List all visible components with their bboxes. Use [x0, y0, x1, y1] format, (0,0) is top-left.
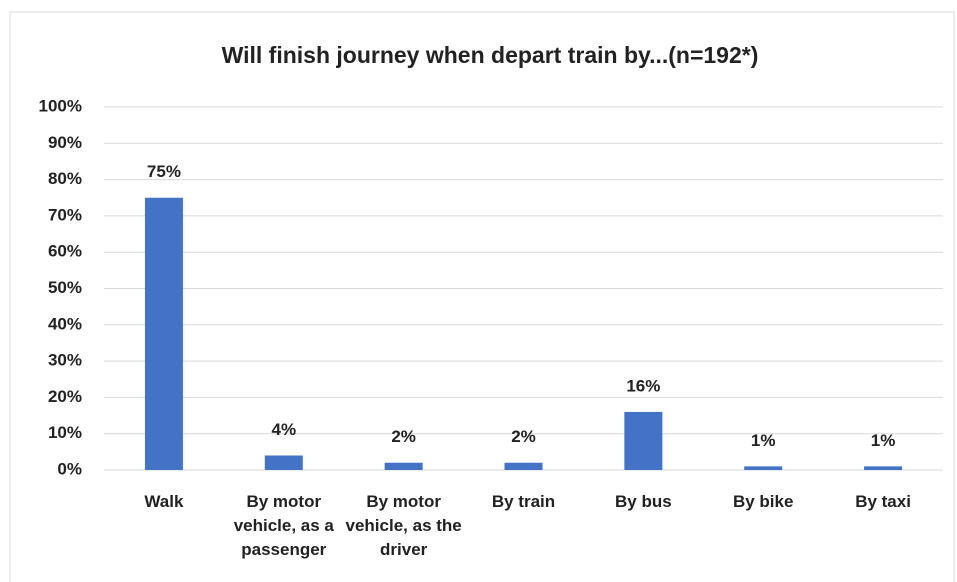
y-tick-label: 40%	[48, 314, 82, 333]
y-tick-label: 20%	[48, 387, 82, 406]
y-tick-label: 90%	[48, 133, 82, 152]
bar	[864, 466, 903, 470]
y-tick-label: 10%	[48, 423, 82, 442]
x-tick-label: By taxi	[855, 492, 911, 511]
y-tick-label: 100%	[39, 96, 82, 115]
bar	[744, 466, 783, 470]
chart-frame	[9, 11, 955, 582]
bar	[384, 462, 423, 470]
data-label: 4%	[271, 420, 296, 439]
y-tick-label: 80%	[48, 169, 82, 188]
x-tick-label: By bike	[732, 492, 794, 511]
data-label: 16%	[626, 376, 660, 395]
y-tick-label: 70%	[48, 205, 82, 224]
bar	[144, 197, 183, 470]
data-label: 1%	[751, 431, 776, 450]
data-label: 1%	[871, 431, 896, 450]
bar	[264, 455, 303, 470]
data-label: 75%	[147, 162, 181, 181]
x-tick-label: By motor vehicle, as a passenger	[233, 492, 334, 559]
data-label: 2%	[511, 427, 536, 446]
bar	[504, 462, 543, 470]
y-tick-label: 30%	[48, 351, 82, 370]
y-tick-label: 50%	[48, 278, 82, 297]
x-tick-label: By train	[491, 492, 556, 511]
bar	[624, 411, 663, 470]
y-tick-label: 0%	[57, 459, 82, 478]
x-tick-label: Walk	[144, 492, 184, 511]
x-tick-label: By bus	[615, 492, 672, 511]
y-tick-label: 60%	[48, 242, 82, 261]
data-label: 2%	[391, 427, 416, 446]
chart-title: Will finish journey when depart train by…	[222, 42, 759, 68]
x-tick-label: By motor vehicle, as the driver	[345, 492, 462, 559]
